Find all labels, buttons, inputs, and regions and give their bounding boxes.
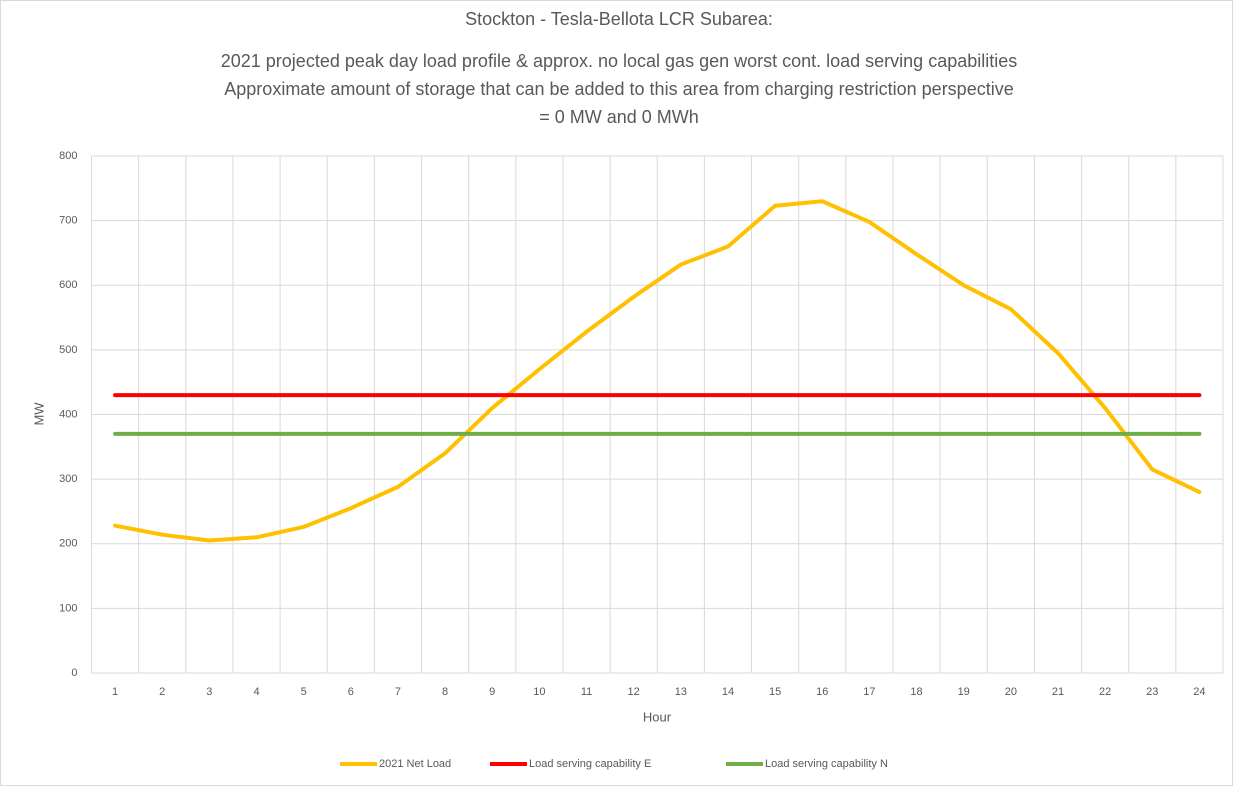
- legend-label: 2021 Net Load: [379, 758, 451, 770]
- y-axis-label: MW: [31, 402, 46, 426]
- y-tick-label: 700: [59, 215, 77, 227]
- x-tick-label: 19: [958, 686, 970, 698]
- y-tick-label: 0: [71, 667, 77, 679]
- x-tick-label: 22: [1099, 686, 1111, 698]
- x-tick-label: 6: [348, 686, 354, 698]
- y-tick-label: 800: [59, 150, 77, 162]
- x-tick-label: 21: [1052, 686, 1064, 698]
- x-tick-label: 12: [628, 686, 640, 698]
- y-tick-label: 500: [59, 344, 77, 356]
- legend-label: Load serving capability E: [529, 758, 651, 770]
- chart-title: = 0 MW and 0 MWh: [539, 107, 699, 127]
- x-tick-label: 9: [489, 686, 495, 698]
- x-tick-label: 13: [675, 686, 687, 698]
- x-tick-label: 1: [112, 686, 118, 698]
- x-tick-label: 8: [442, 686, 448, 698]
- x-tick-label: 15: [769, 686, 781, 698]
- chart-title: Stockton - Tesla-Bellota LCR Subarea:: [465, 9, 773, 29]
- x-tick-label: 2: [159, 686, 165, 698]
- x-tick-label: 3: [206, 686, 212, 698]
- x-tick-label: 7: [395, 686, 401, 698]
- y-tick-label: 300: [59, 473, 77, 485]
- x-tick-label: 11: [581, 686, 592, 698]
- y-tick-label: 400: [59, 408, 77, 420]
- x-tick-label: 20: [1005, 686, 1017, 698]
- x-axis-label: Hour: [643, 709, 672, 724]
- y-tick-label: 600: [59, 279, 77, 291]
- chart-title: Approximate amount of storage that can b…: [224, 79, 1013, 99]
- x-tick-label: 16: [816, 686, 828, 698]
- x-tick-label: 14: [722, 686, 734, 698]
- x-tick-label: 17: [863, 686, 875, 698]
- x-tick-label: 10: [533, 686, 545, 698]
- x-tick-label: 23: [1146, 686, 1158, 698]
- chart-title: 2021 projected peak day load profile & a…: [221, 51, 1018, 71]
- x-tick-label: 4: [253, 686, 259, 698]
- y-tick-label: 200: [59, 538, 77, 550]
- y-tick-label: 100: [59, 602, 77, 614]
- legend-label: Load serving capability N: [765, 758, 888, 770]
- series-line: [113, 199, 1202, 543]
- x-tick-label: 5: [301, 686, 307, 698]
- x-tick-label: 24: [1193, 686, 1205, 698]
- x-tick-label: 18: [910, 686, 922, 698]
